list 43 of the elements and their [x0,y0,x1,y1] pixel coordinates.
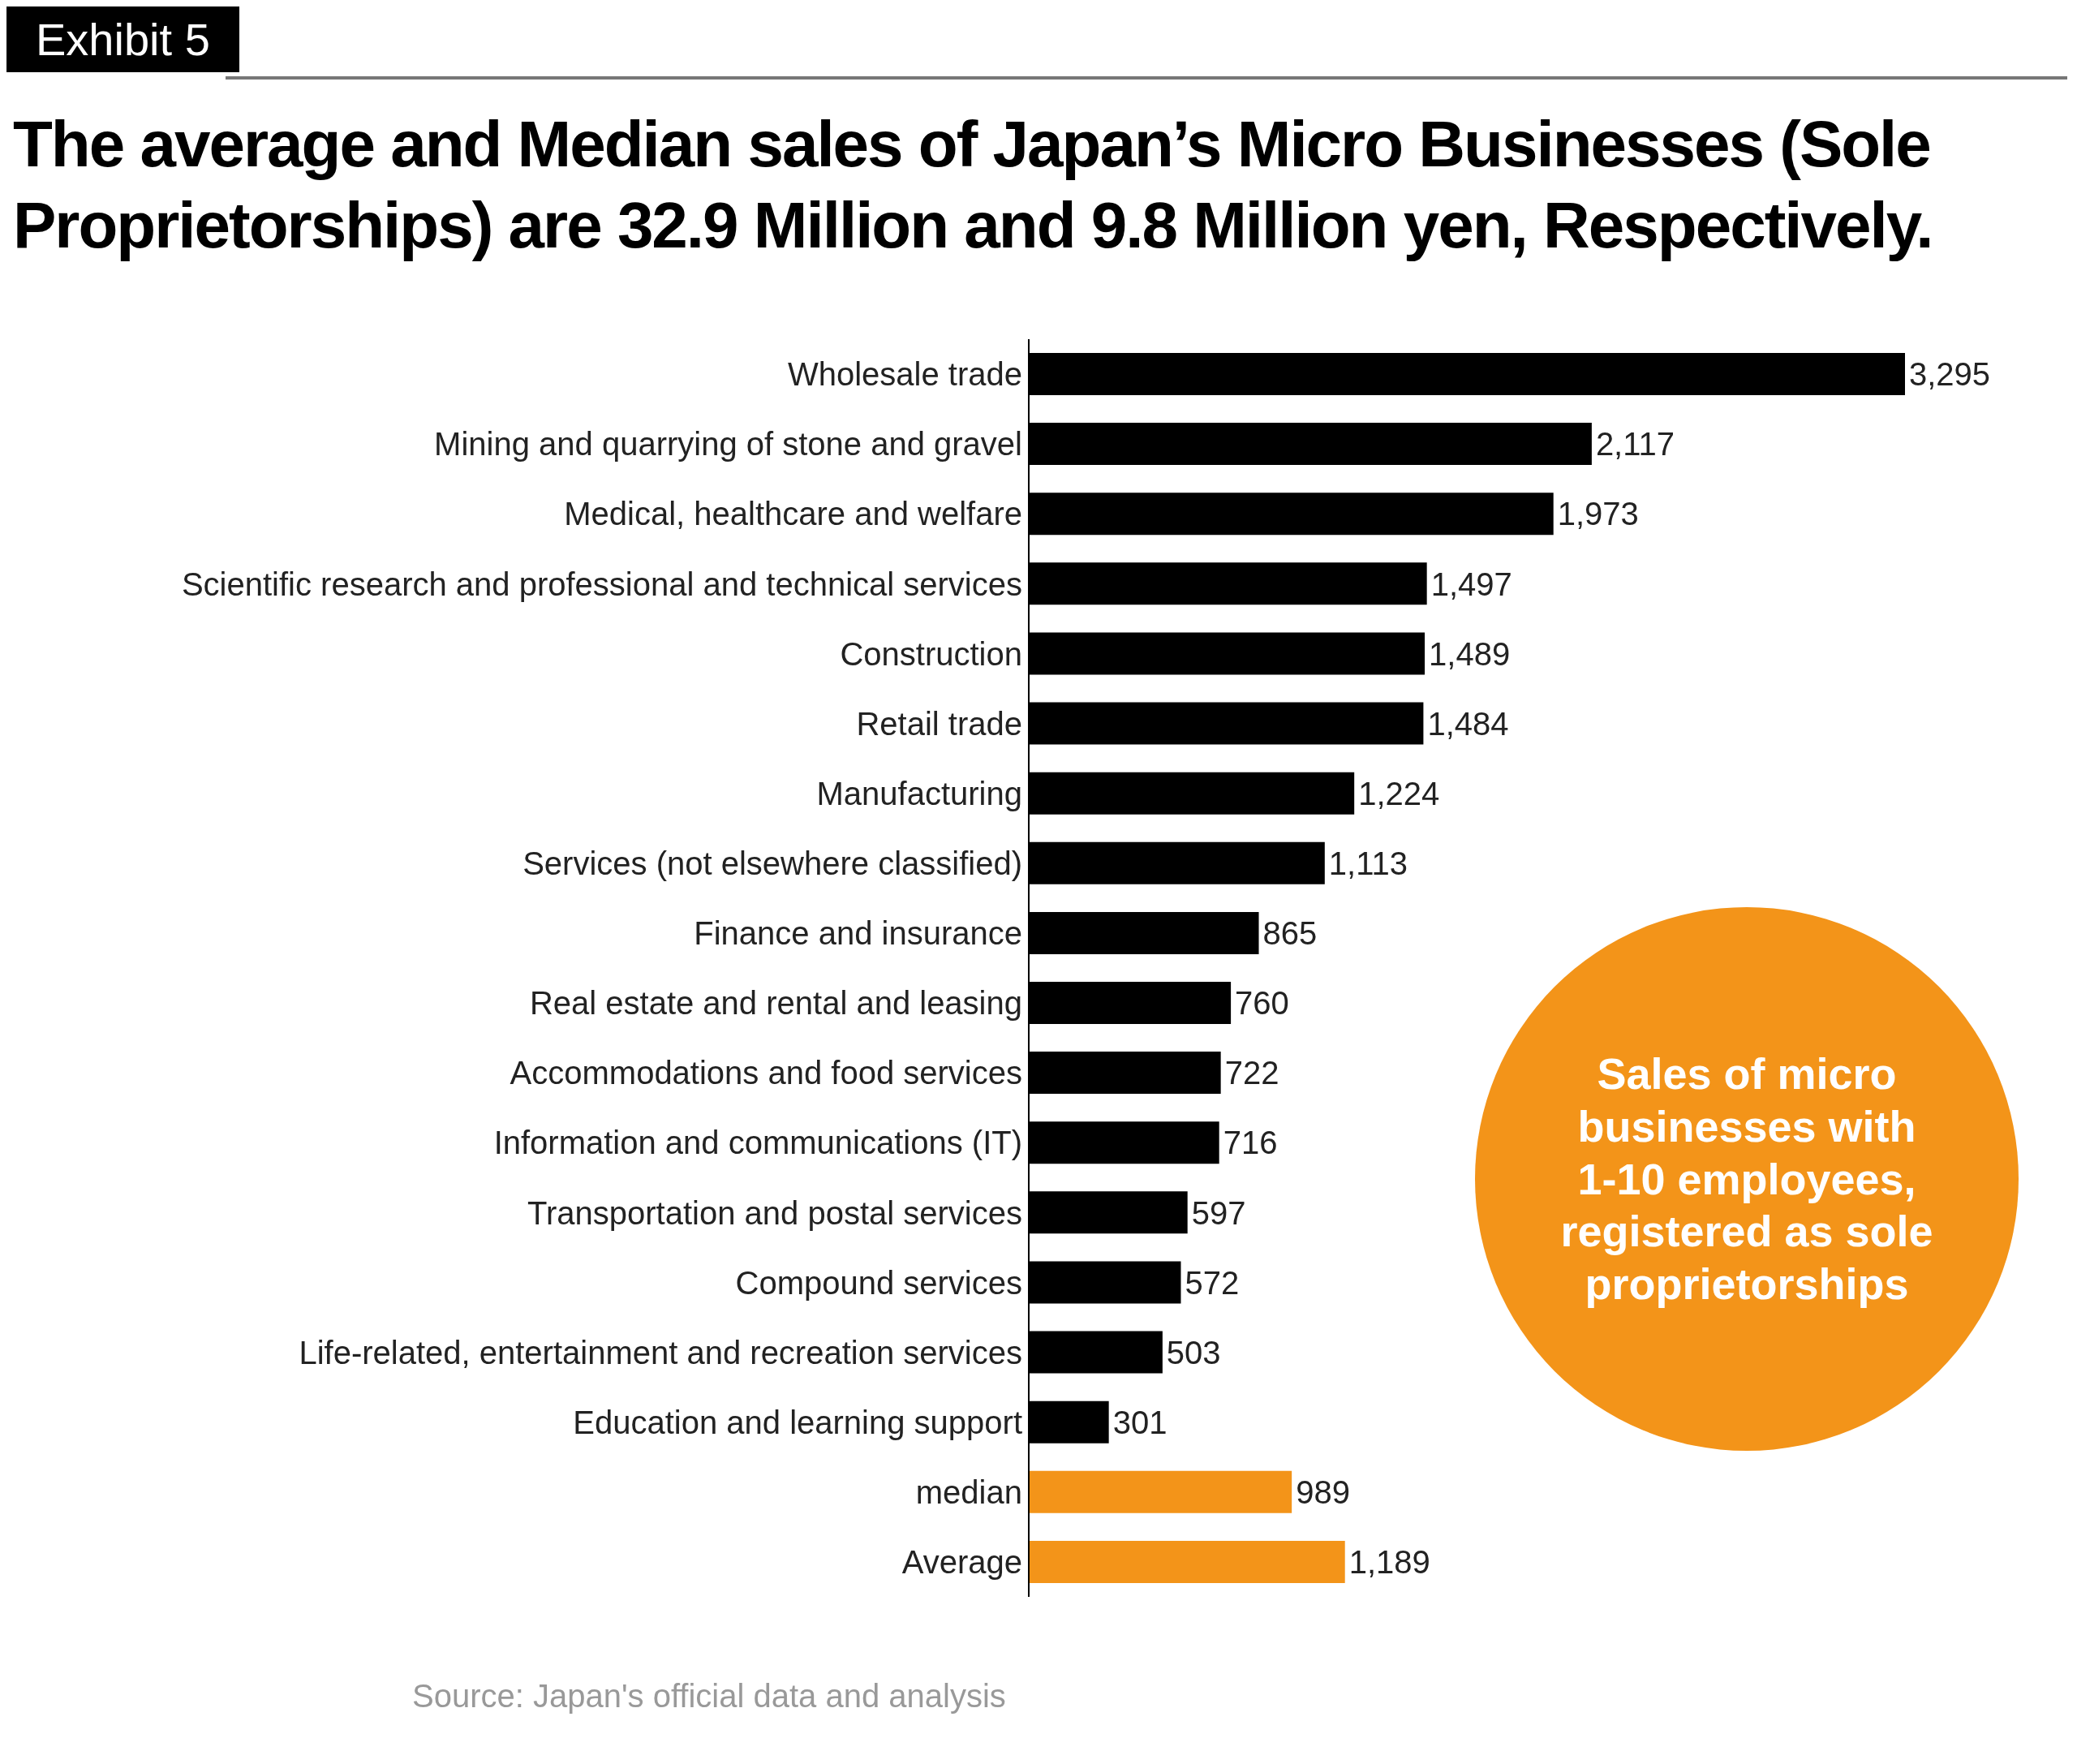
data-label: 760 [1235,985,1289,1022]
annotation: Sales of micro businesses with 1-10 employees, registered as sole proprietorships [1559,1048,1934,1310]
data-label: 1,189 [1348,1544,1430,1581]
data-label: 1,484 [1427,705,1509,742]
y-tick-label: Average [901,1544,1022,1581]
y-tick-label: Accommodations and food services [510,1055,1022,1091]
data-label: 3,295 [1909,356,1991,393]
y-tick-label: Services (not elsewhere classified) [522,845,1022,882]
y-tick-label: Wholesale trade [787,356,1022,393]
data-label: 865 [1262,915,1318,952]
data-label: 1,113 [1328,845,1408,881]
data-label: 2,117 [1595,426,1675,463]
data-label: 301 [1112,1404,1168,1440]
y-tick-label: Scientific research and professional and technical services [181,566,1022,602]
bar [1029,1470,1292,1513]
circle-callout: Sales of micro businesses with 1-10 employees, registered as sole proprietorships [1475,907,2019,1451]
data-label: 597 [1191,1194,1246,1231]
data-label: 503 [1166,1334,1221,1370]
y-tick-label: Life-related, entertainment and recreation services [299,1334,1022,1370]
y-tick-label: Manufacturing [816,775,1022,811]
y-tick-label: Real estate and rental and leasing [529,985,1022,1022]
data-label: 1,497 [1430,566,1512,602]
y-tick-label: Compound services [735,1264,1022,1301]
data-label: 1,973 [1557,496,1639,532]
bar [1029,1540,1345,1583]
data-label: 989 [1296,1474,1350,1510]
y-tick-label: Retail trade [856,705,1022,742]
data-label: 716 [1223,1125,1278,1161]
y-tick-label: Information and communications (IT) [493,1125,1022,1161]
y-tick-label: Mining and quarrying of stone and gravel [434,426,1022,463]
text: Exhibit 5 [6,6,239,72]
chart-title: The average and Median sales of Japan’s Micro Businesses (Sole Proprietorships) are 32.9 Million and 9.8 Million yen, Respectively. [13,107,1933,263]
y-tick-label: median [915,1474,1022,1511]
y-tick-label: Finance and insurance [694,915,1022,952]
data-label: 1,224 [1358,775,1440,811]
data-label: 572 [1185,1264,1240,1301]
y-tick-label: Transportation and postal services [527,1194,1022,1231]
data-label: 722 [1224,1055,1279,1091]
data-label: 1,489 [1429,635,1511,672]
source-note: Source: Japan's official data and analysis [412,1678,1006,1715]
y-tick-label: Education and learning support [573,1404,1022,1440]
y-tick-label: Construction [840,635,1022,672]
y-tick-label: Medical, healthcare and welfare [564,496,1022,532]
